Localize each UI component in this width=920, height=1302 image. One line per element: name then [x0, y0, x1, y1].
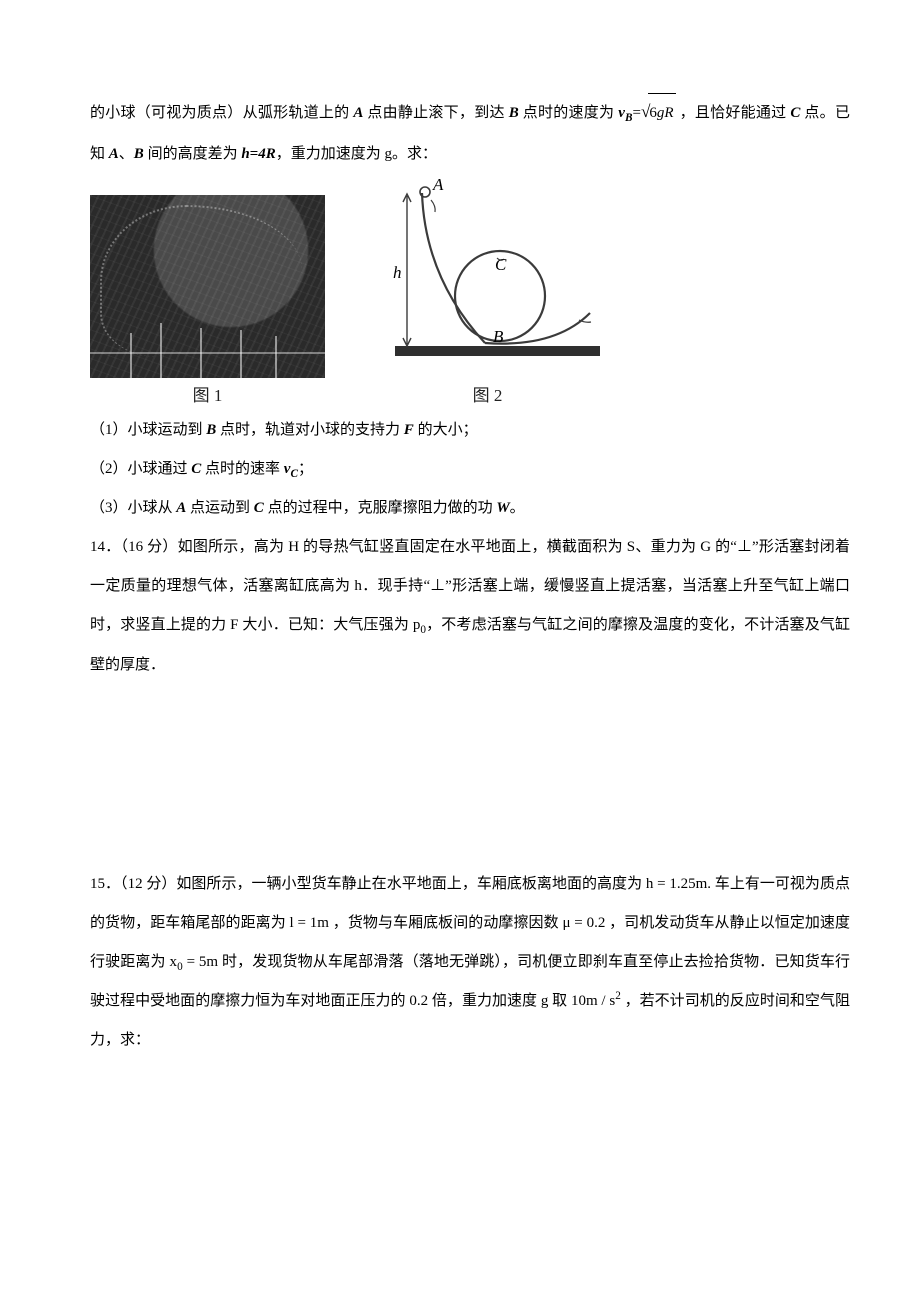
var-W: W	[496, 500, 509, 516]
var-B2: B	[134, 146, 144, 162]
fig2-label-B: B	[493, 327, 504, 346]
text: 的小球（可视为质点）从弧形轨道上的	[90, 105, 353, 121]
figure-1-image	[90, 195, 325, 378]
figure-2-image: A C B h	[365, 178, 610, 378]
fig2-label-C: C	[495, 255, 507, 274]
fig2-label-A: A	[432, 178, 444, 194]
text: （1）小球运动到	[90, 422, 206, 438]
text: （3）小球从	[90, 500, 176, 516]
var-C: C	[254, 500, 264, 516]
text: ，且恰好能通过	[676, 105, 791, 121]
p13-line1: 的小球（可视为质点）从弧形轨道上的 A 点由静止滚下，到达 B 点时的速度为 v…	[90, 90, 850, 174]
p14: 14．（16 分）如图所示，高为 H 的导热气缸竖直固定在水平地面上，横截面积为…	[90, 528, 850, 684]
p13-q1: （1）小球运动到 B 点时，轨道对小球的支持力 F 的大小；	[90, 411, 850, 450]
var-C: C	[790, 105, 800, 121]
fig2-label-h: h	[393, 263, 402, 282]
var-B: B	[206, 422, 216, 438]
text: 点的过程中，克服摩擦阻力做的功	[264, 500, 497, 516]
var-A2: A	[109, 146, 119, 162]
var-A: A	[176, 500, 186, 516]
p15: 15．（12 分）如图所示，一辆小型货车静止在水平地面上，车厢底板离地面的高度为…	[90, 865, 850, 1060]
text: 点由静止滚下，到达	[363, 105, 508, 121]
p13-q3: （3）小球从 A 点运动到 C 点的过程中，克服摩擦阻力做的功 W。	[90, 489, 850, 528]
p14-number: 14．（16 分）	[90, 539, 178, 555]
text: ，重力加速度为 g。求：	[276, 146, 437, 162]
blank-space	[90, 685, 850, 865]
text: 间的高度差为	[144, 146, 242, 162]
var-F: F	[404, 422, 414, 438]
sqrt-6gR: √6gR	[641, 90, 676, 135]
var-vB: vB	[618, 105, 632, 121]
text: =	[632, 105, 640, 121]
var-A: A	[353, 105, 363, 121]
figure-1-caption: 图 1	[193, 382, 223, 409]
figure-2-caption: 图 2	[473, 382, 503, 409]
p15-number: 15．（12 分）	[90, 876, 176, 892]
text: ；	[298, 461, 313, 477]
var-C: C	[191, 461, 201, 477]
text: 点时的速度为	[519, 105, 619, 121]
text: 点运动到	[186, 500, 254, 516]
p13-q2: （2）小球通过 C 点时的速率 vC；	[90, 450, 850, 489]
text: 点时的速率	[201, 461, 284, 477]
text: 、	[119, 146, 134, 162]
text: 点时，轨道对小球的支持力	[216, 422, 404, 438]
text: 。	[510, 500, 525, 516]
eq-h4R: h=4R	[241, 146, 275, 162]
var-vC: vC	[284, 461, 298, 477]
text: 的大小；	[414, 422, 478, 438]
text: （2）小球通过	[90, 461, 191, 477]
figure-2-box: A C B h 图 2	[365, 178, 610, 409]
var-B: B	[509, 105, 519, 121]
figure-row: 图 1	[90, 178, 850, 409]
figure-1-box: 图 1	[90, 195, 325, 409]
